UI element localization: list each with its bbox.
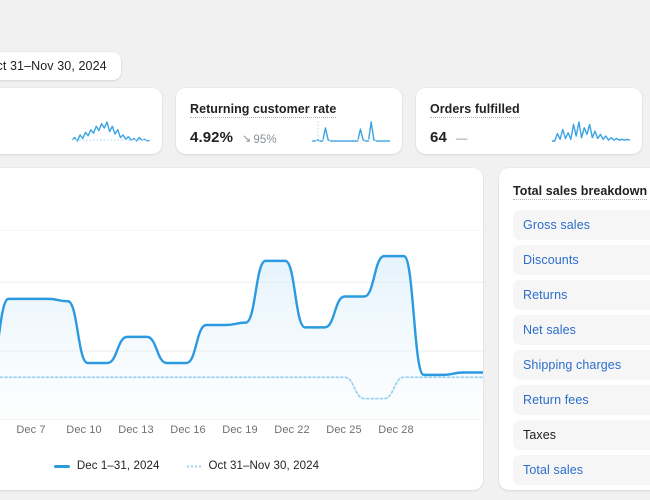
metric-title: Orders fulfilled [430, 102, 520, 118]
x-axis-tick: Dec 16 [170, 424, 206, 436]
legend-item-current[interactable]: Dec 1–31, 2024 [53, 460, 160, 472]
breakdown-list: Gross sales Discounts Returns Net sales Ship… [513, 210, 650, 485]
breakdown-row-net-sales[interactable]: Net sales [513, 315, 650, 345]
metric-card-row: Returning customer rate 4.92% ↘ 95% Orde… [0, 88, 650, 154]
legend-item-compare[interactable]: Oct 31–Nov 30, 2024 [185, 460, 320, 472]
x-axis-tick: Dec 28 [378, 424, 414, 436]
breakdown-title: Total sales breakdown [513, 184, 648, 200]
x-axis-tick: Dec 10 [66, 424, 102, 436]
breakdown-row-return-fees[interactable]: Return fees [513, 385, 650, 415]
breakdown-row-discounts[interactable]: Discounts [513, 245, 650, 275]
breakdown-row-total-sales[interactable]: Total sales [513, 455, 650, 485]
chart-legend: Dec 1–31, 2024 Oct 31–Nov 30, 2024 [0, 460, 483, 472]
metric-delta: ↘ 95% [242, 134, 277, 146]
x-axis-tick: Dec 22 [274, 424, 310, 436]
breakdown-row-gross-sales[interactable]: Gross sales [513, 210, 650, 240]
legend-dotted-line-icon [185, 464, 202, 468]
arrow-down-right-icon: ↘ [242, 133, 252, 145]
sparkline-card1 [312, 121, 390, 142]
breakdown-row-label: Taxes [523, 428, 557, 442]
breakdown-row-taxes: Taxes [513, 420, 650, 450]
breakdown-row-label: Gross sales [523, 218, 591, 232]
total-sales-breakdown-panel: Total sales breakdown Gross sales Discoun… [499, 168, 650, 490]
sparkline-card2 [552, 121, 630, 142]
sparkline-card0 [72, 121, 150, 142]
metric-value-row: 4.92% ↘ 95% [190, 129, 388, 146]
metric-value-row: 64 — [430, 129, 628, 146]
line-chart-plot [0, 230, 483, 420]
breakdown-row-label: Return fees [523, 393, 589, 407]
metric-delta: — [455, 133, 468, 145]
comparison-date-label: re to: Oct 31–Nov 30, 2024 [0, 59, 107, 73]
chart-x-axis: Dec 7 Dec 10 Dec 13 Dec 16 Dec 19 Dec 22 Dec 2… [0, 424, 483, 440]
breakdown-row-label: Discounts [523, 253, 579, 267]
x-axis-tick: Dec 13 [118, 424, 154, 436]
x-axis-tick: Dec 25 [326, 424, 362, 436]
legend-solid-line-icon [53, 464, 70, 468]
metric-value: 64 [430, 129, 447, 146]
breakdown-row-returns[interactable]: Returns [513, 280, 650, 310]
x-axis-tick: Dec 7 [16, 424, 46, 436]
breakdown-row-label: Net sales [523, 323, 577, 337]
comparison-date-chip[interactable]: re to: Oct 31–Nov 30, 2024 [0, 52, 121, 80]
legend-label: Dec 1–31, 2024 [76, 460, 160, 472]
breakdown-row-shipping-charges[interactable]: Shipping charges [513, 350, 650, 380]
x-axis-tick: Dec 19 [222, 424, 258, 436]
breakdown-row-label: Shipping charges [523, 358, 622, 372]
breakdown-row-label: Total sales [523, 463, 584, 477]
legend-label: Oct 31–Nov 30, 2024 [208, 460, 320, 472]
breakdown-row-label: Returns [523, 288, 568, 302]
metric-card-orders-fulfilled[interactable]: Orders fulfilled 64 — [416, 88, 642, 154]
metric-card-truncated[interactable] [0, 88, 162, 154]
metric-value: 4.92% [190, 129, 234, 146]
metric-card-returning-customer-rate[interactable]: Returning customer rate 4.92% ↘ 95% [176, 88, 402, 154]
metric-delta-value: 95% [253, 133, 277, 146]
metric-title: Returning customer rate [190, 102, 337, 118]
